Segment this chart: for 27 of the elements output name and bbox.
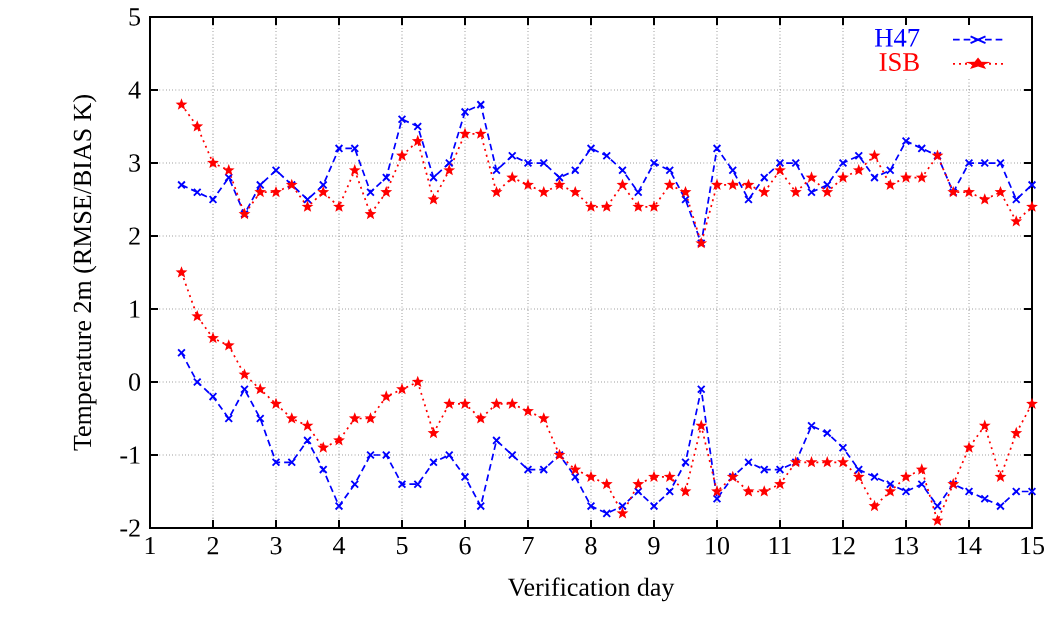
y-tick-label: 2: [129, 227, 140, 245]
x-tick-label: 3: [270, 536, 282, 555]
x-tick-label: 10: [706, 536, 730, 555]
x-tick-label: 2: [207, 536, 219, 555]
legend-label: ISB: [879, 53, 919, 71]
x-tick-label: 7: [523, 536, 534, 554]
y-tick-label: 1: [130, 300, 140, 318]
x-tick-label: 14: [958, 536, 982, 555]
y-tick-label: 0: [129, 373, 141, 391]
x-tick-label: 12: [832, 536, 855, 555]
x-tick-label: 11: [769, 536, 791, 555]
legend-label: H47: [874, 28, 920, 47]
x-tick-label: 9: [648, 536, 660, 555]
y-tick-label: 3: [129, 154, 141, 172]
y-tick-label: 5: [129, 8, 141, 26]
x-tick-label: 4: [333, 536, 346, 555]
x-axis-title: Verification day: [507, 577, 675, 602]
x-tick-label: 6: [459, 536, 471, 555]
x-tick-label: 1: [145, 536, 155, 555]
x-tick-label: 5: [397, 536, 408, 555]
x-tick-label: 15: [1021, 536, 1044, 555]
y-tick-label: -2: [120, 519, 140, 537]
y-axis-title: Temperature 2m (RMSE/BIAS K): [72, 95, 97, 451]
y-tick-label: -1: [120, 446, 140, 464]
x-tick-label: 8: [585, 536, 597, 555]
y-tick-label: 4: [128, 81, 141, 99]
x-tick-label: 13: [895, 536, 918, 555]
